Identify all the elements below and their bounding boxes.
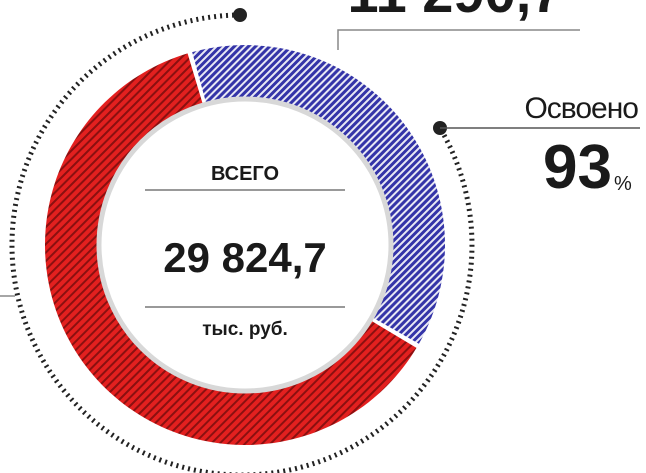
mastered-label: Освоено xyxy=(524,92,638,125)
center-unit: тыс. руб. xyxy=(202,319,288,340)
center-total: 29 824,7 xyxy=(163,234,327,281)
donut-segment xyxy=(192,45,445,344)
center-heading: ВСЕГО xyxy=(211,163,279,185)
dotted-ring xyxy=(9,12,475,473)
marker xyxy=(233,8,247,22)
value-label: 11 290,7 xyxy=(348,0,563,24)
mastered-unit: % xyxy=(614,173,632,195)
mastered-value: 93 xyxy=(543,133,612,202)
leader-line xyxy=(337,29,580,50)
inner-circle xyxy=(96,96,394,394)
